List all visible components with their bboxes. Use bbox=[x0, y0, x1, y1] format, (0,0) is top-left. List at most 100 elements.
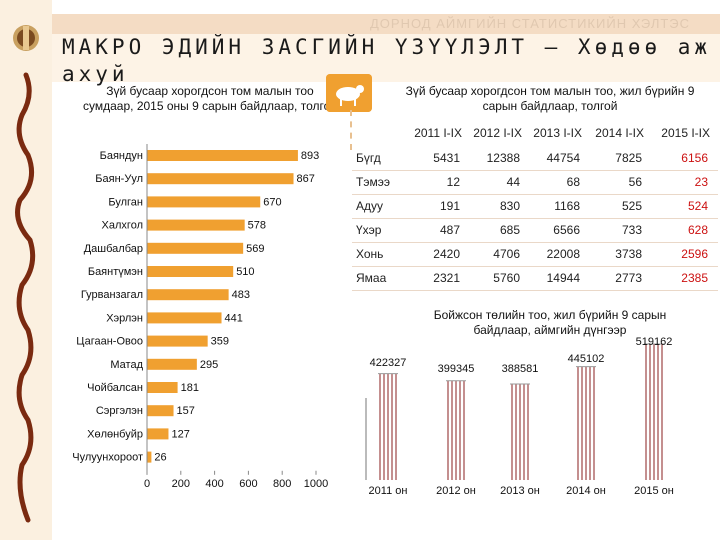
table-cell: 191 bbox=[439, 199, 460, 213]
table-cell: 628 bbox=[687, 223, 708, 237]
bar-category-label: Баян-Уул bbox=[95, 173, 143, 185]
table-cell: 2321 bbox=[433, 271, 460, 285]
bar-7 bbox=[147, 312, 222, 324]
table-row: Тэмээ 12 44 68 56 23 bbox=[352, 171, 718, 195]
table-cell: 12 bbox=[446, 175, 460, 189]
table-cell: 2773 bbox=[615, 271, 642, 285]
column-category-label: 2012 он bbox=[436, 485, 476, 497]
bar-13 bbox=[147, 451, 152, 463]
row-label: Хонь bbox=[356, 247, 384, 261]
column-header: 2015 I-IX bbox=[661, 126, 710, 140]
bar-category-label: Булган bbox=[108, 196, 143, 208]
emblem-icon bbox=[13, 25, 39, 51]
x-tick-label: 600 bbox=[239, 478, 257, 490]
table-cell: 685 bbox=[499, 223, 520, 237]
table-cell: 2420 bbox=[433, 247, 460, 261]
bar-6 bbox=[147, 289, 229, 301]
bar-4 bbox=[147, 242, 244, 254]
mongol-script-decoration bbox=[15, 72, 36, 523]
table-cell: 524 bbox=[687, 199, 708, 213]
bar-category-label: Гурванзагал bbox=[81, 289, 143, 301]
table-row: Ямаа 2321 5760 14944 2773 2385 bbox=[352, 267, 718, 291]
bar-12 bbox=[147, 428, 169, 440]
table-header-row: 2011 I-IX 2012 I-IX 2013 I-IX 2014 I-IX 2015… bbox=[352, 122, 718, 145]
bar-1 bbox=[147, 173, 294, 185]
bar-10 bbox=[147, 382, 178, 393]
table-cell: 525 bbox=[621, 199, 642, 213]
bar-9 bbox=[147, 358, 197, 370]
column-header: 2011 I-IX bbox=[414, 126, 462, 140]
table-cell: 733 bbox=[621, 223, 642, 237]
table-title: Зүй бусаар хорогдсон том малын тоо, жил … bbox=[405, 84, 695, 113]
row-label: Бүгд bbox=[356, 151, 381, 165]
divider-line bbox=[350, 110, 352, 150]
bar-category-label: Цагаан-Овоо bbox=[76, 336, 143, 348]
bar-value-label: 127 bbox=[171, 428, 189, 440]
column-header: 2013 I-IX bbox=[533, 126, 582, 140]
x-tick-label: 0 bbox=[144, 478, 150, 490]
bar-value-label: 295 bbox=[200, 359, 218, 371]
row-label: Адуу bbox=[356, 199, 384, 213]
watermark: ДОРНОД АЙМГИЙН СТАТИСТИКИЙН ХЭЛТЭС bbox=[370, 16, 691, 31]
table-row: Үхэр 487 685 6566 733 628 bbox=[352, 219, 718, 243]
column-chart-title: Бойжсон төлийн тоо, жил бүрийн 9 сарын б… bbox=[433, 308, 667, 337]
column-category-label: 2011 он bbox=[369, 485, 408, 497]
row-label: Тэмээ bbox=[356, 175, 390, 189]
table-cell: 7825 bbox=[615, 151, 642, 165]
bar-value-label: 483 bbox=[232, 289, 250, 301]
table-cell: 12388 bbox=[486, 151, 520, 165]
bar-value-label: 578 bbox=[248, 220, 266, 232]
table-cell: 1168 bbox=[554, 199, 580, 213]
bar-value-label: 893 bbox=[301, 150, 319, 162]
table-cell: 487 bbox=[439, 223, 460, 237]
bar-category-label: Хөлөнбуйр bbox=[87, 428, 143, 440]
bar-chart-title: Зүй бусаар хорогдсон том малын тоо сумда… bbox=[83, 84, 337, 113]
column-value-label: 445102 bbox=[568, 353, 605, 365]
bar-category-label: Баянтүмэн bbox=[88, 266, 143, 278]
column-value-label: 422327 bbox=[370, 357, 407, 369]
sheep-icon bbox=[326, 74, 372, 112]
table-cell: 830 bbox=[499, 199, 520, 213]
bar-11 bbox=[147, 405, 174, 417]
column-value-label: 399345 bbox=[438, 363, 475, 375]
bar-value-label: 181 bbox=[181, 382, 199, 394]
table-cell: 3738 bbox=[615, 247, 642, 261]
column-category-label: 2014 он bbox=[566, 485, 606, 497]
bar-category-label: Баяндун bbox=[100, 150, 143, 162]
sidebar bbox=[0, 0, 52, 540]
x-tick-label: 200 bbox=[172, 478, 190, 490]
bar-8 bbox=[147, 335, 208, 347]
table-cell: 44 bbox=[506, 175, 520, 189]
bar-category-label: Халхгол bbox=[102, 220, 143, 232]
bar-value-label: 670 bbox=[263, 196, 281, 208]
bar-category-label: Сэргэлэн bbox=[96, 405, 143, 417]
table-row: Адуу 191 830 1168 525 524 bbox=[352, 195, 718, 219]
table-cell: 14944 bbox=[546, 271, 580, 285]
page-title: МАКРО ЭДИЙН ЗАСГИЙН ҮЗҮҮЛЭЛТ – Хөдөө аж … bbox=[62, 35, 712, 86]
table-cell: 68 bbox=[566, 175, 580, 189]
table-cell: 44754 bbox=[546, 151, 580, 165]
column-category-label: 2013 он bbox=[500, 485, 540, 497]
x-tick-label: 1000 bbox=[304, 478, 328, 490]
header-band bbox=[52, 14, 720, 34]
table-cell: 23 bbox=[694, 175, 708, 189]
column-value-label: 519162 bbox=[636, 336, 673, 348]
table-cell: 6566 bbox=[553, 223, 580, 237]
column-value-label: 388581 bbox=[502, 363, 539, 375]
bar-category-label: Хэрлэн bbox=[106, 312, 143, 324]
column-header: 2014 I-IX bbox=[595, 126, 644, 140]
table-cell: 4706 bbox=[493, 247, 520, 261]
column-header: 2012 I-IX bbox=[473, 126, 522, 140]
column-category-label: 2015 он bbox=[634, 485, 674, 497]
data-table: 2011 I-IX 2012 I-IX 2013 I-IX 2014 I-IX 2015… bbox=[352, 122, 718, 292]
bar-category-label: Матад bbox=[110, 359, 143, 371]
bar-value-label: 157 bbox=[177, 405, 195, 417]
table-row: Хонь 2420 4706 22008 3738 2596 bbox=[352, 243, 718, 267]
bar-value-label: 867 bbox=[297, 173, 315, 185]
bar-value-label: 510 bbox=[236, 266, 254, 278]
bar-3 bbox=[147, 219, 245, 231]
bar-value-label: 441 bbox=[225, 312, 243, 324]
x-tick-label: 800 bbox=[273, 478, 291, 490]
